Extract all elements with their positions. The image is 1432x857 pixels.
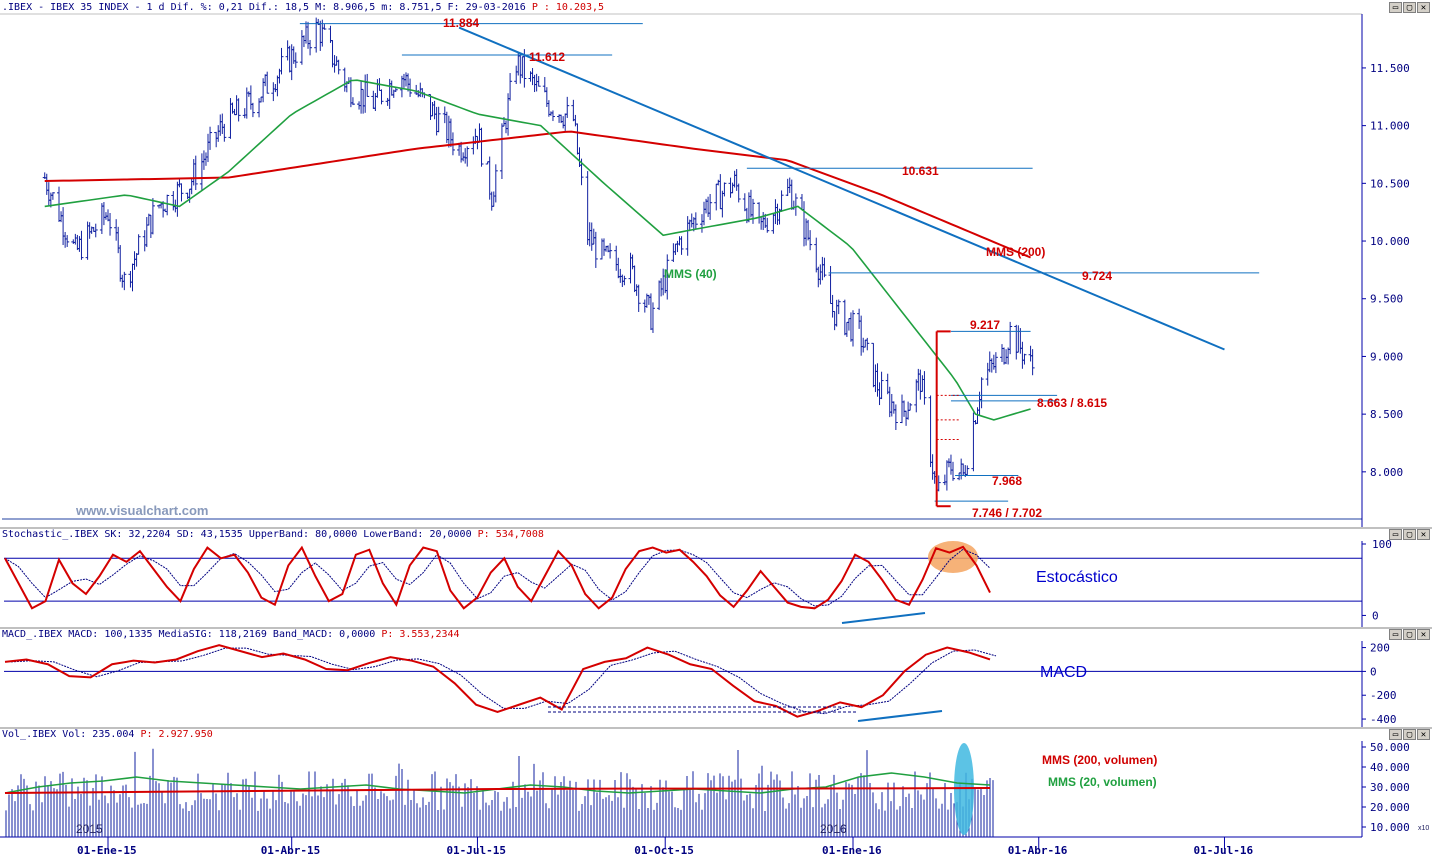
close-button[interactable]: ✕ xyxy=(1417,2,1430,13)
price-header-p: P : 10.203,5 xyxy=(531,2,605,13)
price-y-tick-label: 8.000 xyxy=(1370,466,1403,479)
stoch-sd-line xyxy=(4,548,991,607)
macd-header-text: MACD_.IBEX MACD: 100,1335 MediaSIG: 118,… xyxy=(2,629,376,640)
label-x10: x10 xyxy=(1418,825,1430,832)
price-chart[interactable]: 11.500 11.000 10.500 10.000 9.500 9.000 8.500 8… xyxy=(0,0,1432,527)
macd-y-tick-label: -400 xyxy=(1370,713,1397,726)
price-y-tick-label: 11.000 xyxy=(1370,120,1410,133)
minimize-button[interactable]: ▭ xyxy=(1389,2,1402,13)
label-9217: 9.217 xyxy=(970,318,1001,332)
stoch-minimize-button[interactable]: ▭ xyxy=(1389,529,1402,540)
mms40-line xyxy=(44,79,1031,421)
vol-header: Vol_.IBEX Vol: 235.004 P: 2.927.950 xyxy=(2,729,213,740)
price-y-tick-label: 8.500 xyxy=(1370,408,1403,421)
label-macd: MACD xyxy=(1040,664,1088,681)
price-y-tick-label: 9.000 xyxy=(1370,350,1403,363)
x-axis-tick-label: 01-Abr-16 xyxy=(1008,844,1068,857)
vol-maximize-button[interactable]: ▢ xyxy=(1403,729,1416,740)
label-estocastico: Estocástico xyxy=(1036,569,1118,586)
stoch-close-button[interactable]: ✕ xyxy=(1417,529,1430,540)
macd-header-p: P: 3.553,2344 xyxy=(381,629,460,640)
macd-y-tick-label: 0 xyxy=(1370,665,1377,678)
volume-pane: Vol_.IBEX Vol: 235.004 P: 2.927.950 ▭ ▢ … xyxy=(0,727,1432,857)
macd-y-tick-label: 200 xyxy=(1370,642,1390,655)
label-mms200-volumen: MMS (200, volumen) xyxy=(1042,753,1158,767)
vol-close-button[interactable]: ✕ xyxy=(1417,729,1430,740)
macd-chart[interactable]: 200 0 -200 -400 xyxy=(0,627,1432,727)
stoch-window-buttons: ▭ ▢ ✕ xyxy=(1389,529,1430,540)
price-pane: .IBEX - IBEX 35 INDEX - 1 d Dif. %: 0,21… xyxy=(0,0,1432,527)
macd-maximize-button[interactable]: ▢ xyxy=(1403,629,1416,640)
label-11612: 11.612 xyxy=(529,50,566,64)
vol-minimize-button[interactable]: ▭ xyxy=(1389,729,1402,740)
macd-divergence-line xyxy=(857,710,943,722)
x-axis-tick-label: 01-Ene-16 xyxy=(822,844,882,857)
x-axis-tick-label: 01-Jul-15 xyxy=(446,844,506,857)
mms200-line xyxy=(44,130,1031,259)
stochastic-pane: Stochastic_.IBEX SK: 32,2204 SD: 43,1535… xyxy=(0,527,1432,627)
watermark[interactable]: www.visualchart.com xyxy=(76,503,209,518)
label-10631: 10.631 xyxy=(902,164,939,178)
label-7968: 7.968 xyxy=(992,474,1023,488)
label-mms20-volumen: MMS (20, volumen) xyxy=(1048,775,1157,789)
stoch-y-tick-label: 100 xyxy=(1372,538,1392,551)
price-y-tick-label: 9.500 xyxy=(1370,293,1403,306)
x-axis-tick-label: 01-Ene-15 xyxy=(77,844,137,857)
vol-header-text: Vol_.IBEX Vol: 235.004 xyxy=(2,729,135,740)
stoch-y-tick-label: 0 xyxy=(1372,609,1379,622)
vol-y-tick-label: 20.000 xyxy=(1370,801,1410,814)
label-11884: 11.884 xyxy=(443,16,480,30)
vol-y-tick-label: 50.000 xyxy=(1370,741,1410,754)
label-mms200: MMS (200) xyxy=(986,245,1046,259)
macd-line xyxy=(4,644,991,718)
label-mms40: MMS (40) xyxy=(664,267,717,281)
x-axis-tick-label: 01-Abr-15 xyxy=(261,844,321,857)
vol-y-tick-label: 10.000 xyxy=(1370,821,1410,834)
stoch-header: Stochastic_.IBEX SK: 32,2204 SD: 43,1535… xyxy=(2,529,544,540)
label-9724: 9.724 xyxy=(1082,269,1113,283)
macd-header: MACD_.IBEX MACD: 100,1335 MediaSIG: 118,… xyxy=(2,629,460,640)
x-axis-tick-label: 01-Jul-16 xyxy=(1193,844,1253,857)
macd-close-button[interactable]: ✕ xyxy=(1417,629,1430,640)
stochastic-chart[interactable]: 100 0 xyxy=(0,527,1432,627)
macd-window-buttons: ▭ ▢ ✕ xyxy=(1389,629,1430,640)
macd-minimize-button[interactable]: ▭ xyxy=(1389,629,1402,640)
x-axis-tick-label: 01-Oct-15 xyxy=(634,844,694,857)
vol-y-tick-label: 30.000 xyxy=(1370,781,1410,794)
macd-y-tick-label: -200 xyxy=(1370,689,1397,702)
stoch-header-text: Stochastic_.IBEX SK: 32,2204 SD: 43,1535… xyxy=(2,529,472,540)
vol-window-buttons: ▭ ▢ ✕ xyxy=(1389,729,1430,740)
label-year-2015: 2015 xyxy=(76,822,103,836)
label-8663-8615: 8.663 / 8.615 xyxy=(1037,396,1108,410)
macd-pane: MACD_.IBEX MACD: 100,1335 MediaSIG: 118,… xyxy=(0,627,1432,727)
price-y-tick-label: 11.500 xyxy=(1370,62,1410,75)
label-year-2016: 2016 xyxy=(820,822,847,836)
price-y-tick-label: 10.000 xyxy=(1370,235,1410,248)
stoch-maximize-button[interactable]: ▢ xyxy=(1403,529,1416,540)
stoch-divergence-line xyxy=(841,612,926,624)
stoch-sk-line xyxy=(4,545,991,610)
maximize-button[interactable]: ▢ xyxy=(1403,2,1416,13)
price-header-text: .IBEX - IBEX 35 INDEX - 1 d Dif. %: 0,21… xyxy=(2,2,526,13)
price-y-tick-label: 10.500 xyxy=(1370,177,1410,190)
trendline xyxy=(458,26,1225,351)
macd-signal-line xyxy=(10,647,997,715)
vol-header-p: P: 2.927.950 xyxy=(140,729,213,740)
vol-y-tick-label: 40.000 xyxy=(1370,761,1410,774)
price-window-buttons: ▭ ▢ ✕ xyxy=(1389,2,1430,13)
volume-chart[interactable]: 50.000 40.000 30.000 20.000 10.000 01-Ene-15… xyxy=(0,727,1432,857)
price-header: .IBEX - IBEX 35 INDEX - 1 d Dif. %: 0,21… xyxy=(2,2,604,13)
label-7746-7702: 7.746 / 7.702 xyxy=(972,506,1043,520)
stoch-header-p: P: 534,7008 xyxy=(477,529,544,540)
vol-mms200-line xyxy=(4,787,991,794)
